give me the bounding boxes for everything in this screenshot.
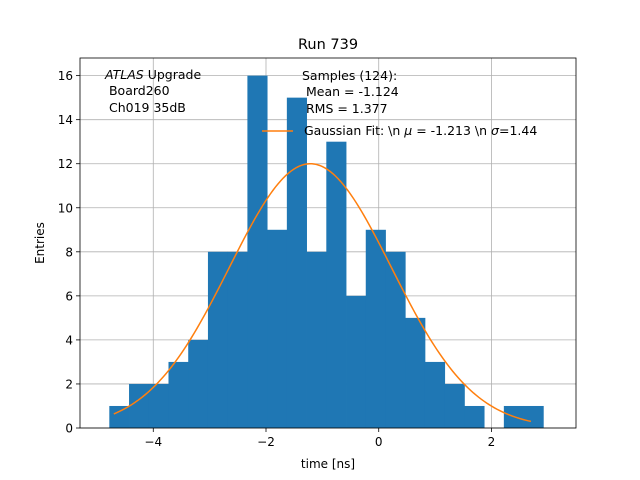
y-tick-label: 12 <box>58 157 73 171</box>
histogram-bar <box>207 251 229 428</box>
x-tick-label: −2 <box>257 435 275 449</box>
histogram-bar <box>129 383 150 428</box>
histogram-bar <box>464 405 485 428</box>
histogram-bar <box>109 405 130 428</box>
legend-fit-label-post: =1.44 <box>499 123 537 138</box>
histogram-bar <box>306 251 327 428</box>
atlas-annotation: ATLAS Upgrade Board260 Ch019 35dB <box>104 67 201 115</box>
annotation-line-1: ATLAS Upgrade <box>104 67 201 82</box>
annotation-board: Board260 <box>105 83 170 98</box>
histogram-bar <box>365 229 386 428</box>
y-tick-label: 6 <box>65 289 73 303</box>
y-tick-label: 10 <box>58 201 73 215</box>
histogram-bar <box>405 317 426 428</box>
chart-title: Run 739 <box>298 37 358 53</box>
annotation-channel: Ch019 35dB <box>105 100 186 115</box>
x-tick-label: 0 <box>375 435 383 449</box>
histogram-bar <box>188 339 209 428</box>
y-tick-label: 16 <box>58 69 73 83</box>
gaussian-fit-curve <box>113 162 532 423</box>
legend-fit-label-pre: Gaussian Fit: \n <box>304 123 404 138</box>
y-tick-label: 0 <box>65 422 73 436</box>
y-tick-label: 2 <box>65 377 73 391</box>
histogram-bar <box>286 97 307 429</box>
y-axis-ticks: 0 2 4 6 8 10 12 14 16 <box>58 69 80 436</box>
plot-frame <box>79 57 577 429</box>
y-tick-label: 4 <box>65 333 73 347</box>
histogram-bars <box>109 75 544 429</box>
annotation-upgrade-word: Upgrade <box>144 67 202 82</box>
annotation-atlas-word: ATLAS <box>104 67 144 82</box>
histogram-bar <box>227 251 248 428</box>
legend: Samples (124): Mean = -1.124 RMS = 1.377… <box>262 68 537 138</box>
legend-fit-label-mid: = -1.213 \n <box>412 123 491 138</box>
legend-fit-sigma: σ <box>491 123 500 138</box>
histogram-bar <box>346 295 367 428</box>
legend-rms: RMS = 1.377 <box>302 101 388 116</box>
y-axis-label: Entries <box>33 222 47 264</box>
histogram-bar <box>148 383 169 428</box>
histogram-bar <box>267 229 288 428</box>
y-tick-label: 8 <box>65 245 73 259</box>
legend-fit-label: Gaussian Fit: \n μ = -1.213 \n σ=1.44 <box>304 123 537 138</box>
legend-fit-mu: μ <box>403 123 412 138</box>
histogram-bar <box>385 251 406 428</box>
legend-mean: Mean = -1.124 <box>302 84 399 99</box>
x-tick-label: 2 <box>488 435 496 449</box>
x-axis-ticks: −4 −2 0 2 <box>144 428 495 449</box>
legend-samples-title: Samples (124): <box>302 68 397 83</box>
histogram-bar <box>444 383 465 428</box>
histogram-bar <box>523 405 544 428</box>
histogram-bar <box>424 361 446 428</box>
x-tick-label: −4 <box>144 435 162 449</box>
histogram-bar <box>168 361 189 428</box>
histogram-bar <box>326 141 347 428</box>
histogram-bar <box>247 75 268 428</box>
x-axis-label: time [ns] <box>301 457 355 471</box>
y-tick-label: 14 <box>58 113 73 127</box>
